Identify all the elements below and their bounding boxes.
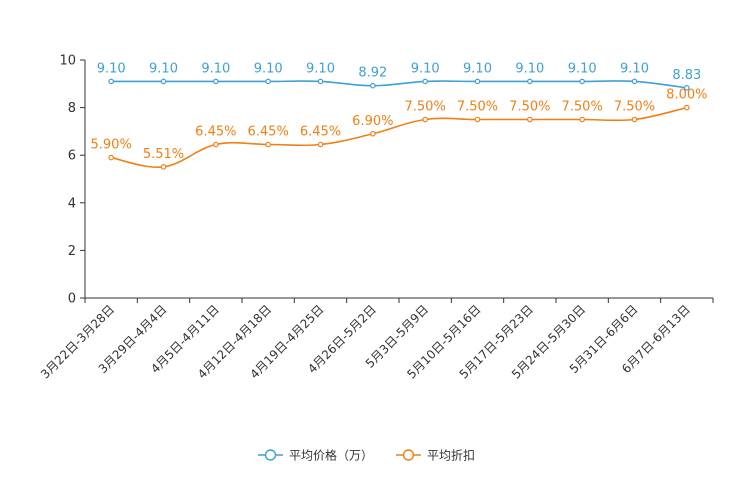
series-1-point[interactable]	[265, 78, 271, 85]
series-2-point[interactable]	[527, 116, 533, 123]
y-tick-label: 8	[68, 101, 76, 116]
series-2-point[interactable]	[474, 116, 481, 123]
series-1-data-label: 9.10	[254, 61, 283, 76]
series-1-point[interactable]	[108, 78, 114, 85]
y-tick-label: 4	[68, 196, 76, 211]
series-1-data-label: 9.10	[97, 61, 126, 76]
series-2-data-label: 5.51%	[143, 147, 184, 162]
series-1-data-label: 8.92	[358, 66, 387, 81]
series-1-point[interactable]	[213, 78, 219, 85]
legend-marker-icon	[264, 449, 277, 461]
series-2-point[interactable]	[213, 141, 219, 148]
series-1-data-label: 9.10	[149, 61, 178, 76]
legend-item-1[interactable]: 平均价格（万）	[258, 448, 373, 463]
y-tick-label: 6	[68, 149, 76, 164]
series-2-point[interactable]	[317, 141, 324, 148]
series-1-point[interactable]	[422, 78, 428, 85]
series-1-point[interactable]	[474, 78, 481, 85]
series-2-data-label: 7.50%	[614, 100, 655, 115]
series-2-data-label: 7.50%	[405, 100, 446, 115]
data-labels-group: 9.10 9.10 9.10 9.10 9.10 8.92 9.10 9.10 9.10 9.10…	[91, 61, 708, 161]
series-2-data-label: 7.50%	[509, 100, 550, 115]
series-2-data-label: 6.45%	[248, 124, 289, 139]
series-2-data-label: 6.45%	[300, 124, 341, 139]
series-2-data-label: 5.90%	[91, 138, 132, 153]
legend-label: 平均折扣	[427, 448, 475, 463]
y-tick-label: 0	[68, 292, 76, 307]
legend-marker-icon	[402, 449, 415, 461]
series-2-point[interactable]	[631, 116, 638, 123]
series-1-data-label: 9.10	[463, 61, 492, 76]
series-2-point[interactable]	[160, 164, 167, 170]
series-1-point[interactable]	[317, 78, 324, 85]
series-2-data-label: 6.45%	[195, 124, 236, 139]
series-2-point[interactable]	[684, 104, 690, 111]
series-2-data-label: 7.50%	[562, 100, 603, 115]
series-2-point[interactable]	[422, 116, 428, 123]
series-2-point[interactable]	[370, 130, 376, 137]
series-1-data-label: 9.10	[620, 61, 649, 76]
series-line-2	[111, 106, 688, 169]
y-tick-label: 10	[59, 54, 76, 69]
series-1-data-label: 9.10	[411, 61, 440, 76]
series-1-data-label: 9.10	[568, 61, 597, 76]
series-group	[108, 78, 690, 170]
series-1-data-label: 8.83	[672, 68, 701, 83]
series-1-point[interactable]	[579, 78, 585, 85]
legend-label: 平均价格（万）	[289, 448, 373, 463]
series-2-data-label: 7.50%	[457, 100, 498, 115]
axes-group: 02468103月22日-3月28日3月29日-4月4日4月5日-4月11日4月…	[38, 54, 714, 382]
series-1-data-label: 9.10	[201, 61, 230, 76]
series-2-point[interactable]	[579, 116, 585, 123]
series-1-data-label: 9.10	[306, 61, 335, 76]
series-2-point[interactable]	[265, 141, 271, 148]
series-2-data-label: 6.90%	[352, 114, 393, 129]
legend: 平均价格（万） 平均折扣	[258, 448, 475, 463]
series-1-point[interactable]	[684, 85, 690, 91]
y-tick-label: 2	[68, 244, 76, 259]
series-1-point[interactable]	[370, 82, 376, 89]
legend-item-2[interactable]: 平均折扣	[396, 448, 475, 463]
series-1-point[interactable]	[527, 78, 533, 85]
series-2-data-label: 8.00%	[666, 88, 707, 103]
series-1-data-label: 9.10	[515, 61, 544, 76]
series-2-point[interactable]	[108, 154, 114, 161]
series-1-point[interactable]	[631, 78, 638, 85]
series-1-point[interactable]	[160, 78, 167, 85]
series-line-1	[111, 80, 687, 89]
